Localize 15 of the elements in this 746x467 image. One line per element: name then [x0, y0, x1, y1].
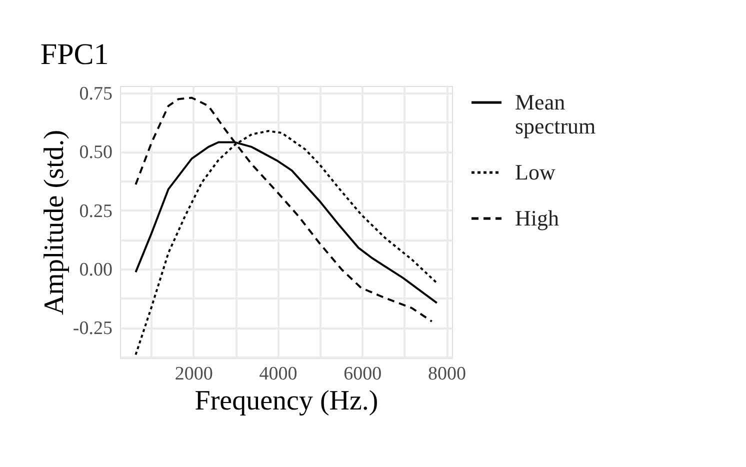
- x-tick-label: 6000: [344, 364, 382, 384]
- x-tick-label: 8000: [428, 364, 466, 384]
- y-tick-label: 0.00: [79, 259, 112, 280]
- y-tick-label: 0.75: [79, 84, 112, 105]
- chart-title: FPC1: [40, 38, 109, 72]
- y-tick-label: 0.50: [79, 142, 112, 164]
- x-axis-title: Frequency (Hz.): [194, 386, 378, 416]
- legend-label: Low: [515, 160, 556, 184]
- y-tick-label: -0.25: [72, 318, 112, 340]
- x-tick-label: 2000: [174, 364, 213, 384]
- y-tick-label: 0.25: [79, 200, 112, 222]
- legend-label: High: [515, 206, 559, 230]
- legend-label: Mean spectrum: [515, 90, 596, 138]
- x-tick-label: 4000: [259, 364, 298, 384]
- y-axis-title: Amplitude (std.): [38, 130, 70, 316]
